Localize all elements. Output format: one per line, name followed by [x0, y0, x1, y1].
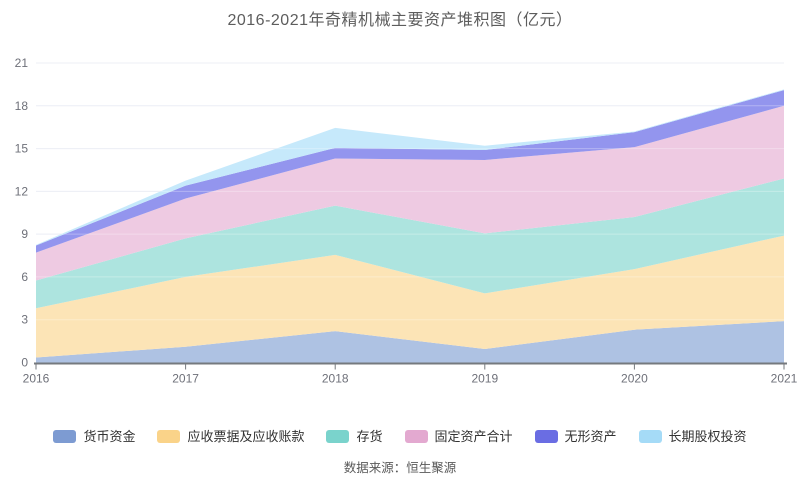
legend-item-monetary-funds[interactable]: 货币资金	[53, 429, 135, 444]
svg-text:2019: 2019	[471, 372, 498, 386]
svg-text:18: 18	[15, 99, 29, 113]
legend-label-inventory: 存货	[356, 429, 383, 444]
legend-label-monetary-funds: 货币资金	[83, 429, 136, 444]
legend-item-intangible-assets[interactable]: 无形资产	[534, 429, 617, 444]
legend-swatch-intangible-assets	[534, 430, 558, 443]
x-axis-labels: 2016 2017 2018 2019 2020 2021	[23, 372, 798, 386]
svg-text:2018: 2018	[322, 372, 349, 386]
legend-swatch-inventory	[326, 430, 350, 443]
area-series-group	[36, 89, 784, 363]
svg-text:12: 12	[15, 184, 29, 198]
data-source-caption: 数据来源：恒生聚源	[343, 461, 457, 475]
legend-item-long-term-equity-investment[interactable]: 长期股权投资	[638, 429, 747, 444]
y-axis-labels: 0 3 6 9 12 15 18 21	[15, 56, 29, 370]
legend-label-fixed-assets: 固定资产合计	[434, 429, 513, 444]
svg-text:2017: 2017	[172, 372, 199, 386]
area-series-3[interactable]	[36, 105, 784, 281]
x-axis	[34, 362, 787, 370]
svg-text:2016: 2016	[23, 372, 50, 386]
svg-text:21: 21	[15, 56, 29, 70]
svg-text:0: 0	[21, 356, 28, 370]
legend-swatch-fixed-assets	[404, 430, 428, 443]
area-series-1[interactable]	[36, 235, 784, 358]
svg-text:2020: 2020	[621, 372, 648, 386]
svg-text:15: 15	[15, 142, 29, 156]
stacked-area-chart[interactable]: 0 3 6 9 12 15 18 21 2016 2017 2018 2019 2020 2021	[0, 0, 800, 420]
page-title: 2016-2021年奇精机械主要资产堆积图（亿元）	[227, 12, 573, 29]
legend-swatch-long-term-equity-investment	[638, 430, 662, 443]
area-series-0[interactable]	[36, 321, 784, 363]
legend-item-receivables[interactable]: 应收票据及应收账款	[157, 429, 304, 444]
grid-lines-overlay	[36, 62, 784, 321]
legend-label-intangible-assets: 无形资产	[564, 429, 617, 444]
legend-item-fixed-assets[interactable]: 固定资产合计	[404, 429, 513, 444]
svg-text:2021: 2021	[771, 372, 798, 386]
area-series-2[interactable]	[36, 178, 784, 309]
legend-swatch-monetary-funds	[53, 430, 77, 443]
legend-swatch-receivables	[157, 430, 181, 443]
svg-text:3: 3	[21, 313, 28, 327]
svg-text:9: 9	[21, 227, 28, 241]
legend: 货币资金 应收票据及应收账款 存货 固定资产合计 无形资产 长期股权投资	[0, 429, 800, 444]
legend-label-receivables: 应收票据及应收账款	[187, 429, 305, 444]
svg-text:6: 6	[21, 270, 28, 284]
legend-label-long-term-equity-investment: 长期股权投资	[668, 429, 747, 444]
legend-item-inventory[interactable]: 存货	[326, 429, 383, 444]
